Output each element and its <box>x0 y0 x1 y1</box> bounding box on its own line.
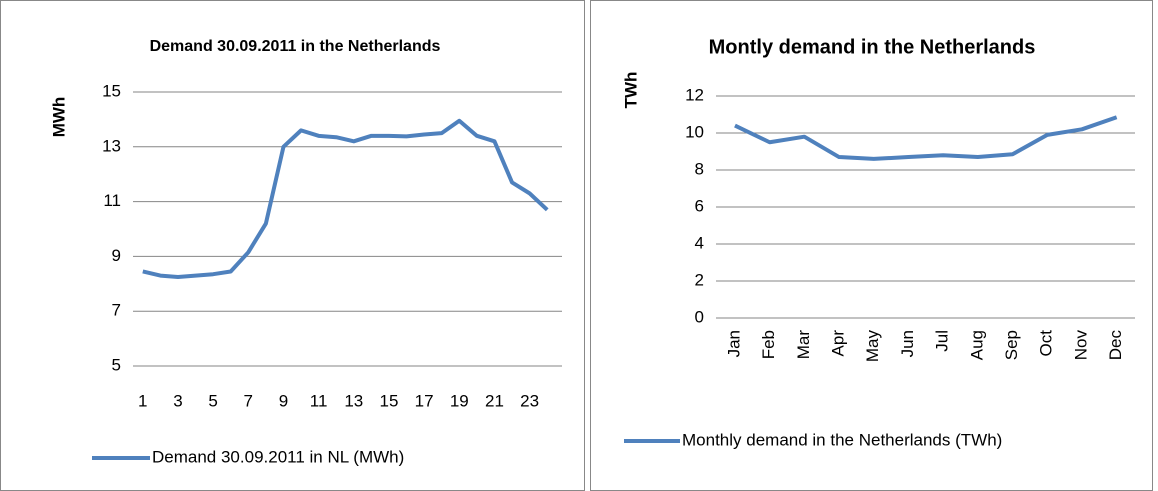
x-tick-label: Apr <box>829 330 848 357</box>
x-tick-label: 5 <box>208 391 217 410</box>
y-tick-label: 5 <box>112 355 121 374</box>
y-tick-label: 8 <box>695 159 704 178</box>
x-tick-label: Dec <box>1106 330 1125 361</box>
x-tick-label: May <box>863 330 882 363</box>
legend-label: Monthly demand in the Netherlands (TWh) <box>682 430 1002 449</box>
y-tick-label: 0 <box>695 307 704 326</box>
legend-label: Demand 30.09.2011 in NL (MWh) <box>152 447 404 466</box>
x-tick-label: 1 <box>138 391 147 410</box>
data-line <box>142 118 549 279</box>
y-tick-label: 12 <box>685 85 704 104</box>
x-tick-label: 3 <box>173 391 182 410</box>
chart-title: Montly demand in the Netherlands <box>709 36 1036 58</box>
x-tick-label: 17 <box>415 391 434 410</box>
y-tick-label: 6 <box>695 196 704 215</box>
x-tick-label: 23 <box>520 391 539 410</box>
x-tick-label: 9 <box>279 391 288 410</box>
y-tick-label: 13 <box>102 136 121 155</box>
x-tick-label: Nov <box>1071 330 1090 361</box>
x-tick-label: 21 <box>485 391 504 410</box>
y-tick-label: 2 <box>695 270 704 289</box>
x-tick-label: Sep <box>1002 330 1021 360</box>
y-tick-label: 9 <box>112 246 121 265</box>
right-panel-frame <box>590 0 1153 491</box>
x-tick-label: 19 <box>450 391 469 410</box>
x-tick-label: Jun <box>898 330 917 357</box>
y-tick-label: 15 <box>102 81 121 100</box>
x-tick-label: Jan <box>724 330 743 357</box>
x-tick-label: Aug <box>967 330 986 360</box>
x-tick-label: Oct <box>1037 330 1056 357</box>
left-panel-frame <box>0 0 585 491</box>
y-axis-label: TWh <box>621 72 640 109</box>
x-tick-label: 15 <box>379 391 398 410</box>
x-tick-label: Jul <box>933 330 952 352</box>
x-tick-label: 13 <box>344 391 363 410</box>
y-axis-label: MWh <box>49 97 68 138</box>
y-tick-label: 7 <box>112 301 121 320</box>
x-tick-label: 11 <box>310 391 328 410</box>
x-tick-label: 7 <box>244 391 253 410</box>
y-tick-label: 4 <box>695 233 704 252</box>
data-line <box>734 115 1118 161</box>
x-tick-label: Mar <box>794 330 813 360</box>
y-tick-label: 10 <box>685 122 704 141</box>
y-tick-label: 11 <box>103 191 121 210</box>
x-tick-label: Feb <box>759 330 778 359</box>
chart-title: Demand 30.09.2011 in the Netherlands <box>150 38 441 55</box>
